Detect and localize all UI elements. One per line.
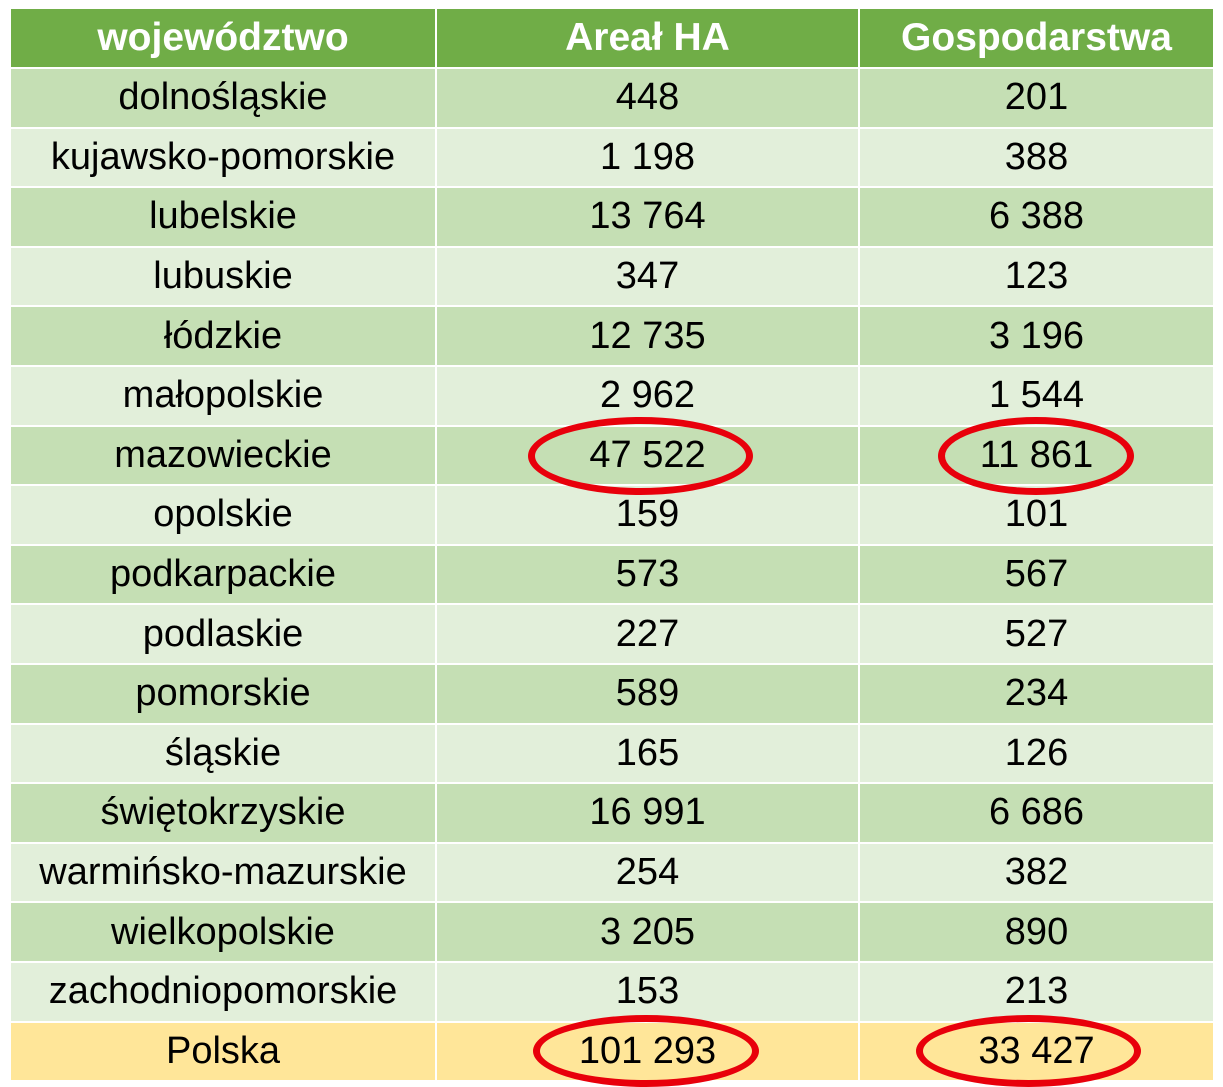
area-cell-highlighted: 47 522 bbox=[436, 425, 860, 487]
farms-cell: 6 388 bbox=[859, 187, 1213, 248]
total-label-cell: Polska bbox=[11, 1021, 437, 1083]
area-cell: 254 bbox=[436, 842, 860, 904]
area-cell: 573 bbox=[436, 544, 860, 606]
table-row: pomorskie 589 234 bbox=[11, 663, 1213, 725]
region-cell: mazowieckie bbox=[11, 425, 437, 487]
region-cell: łódzkie bbox=[11, 306, 437, 367]
data-table: województwo Areał HA Gospodarstwa dolnoś… bbox=[11, 9, 1213, 1083]
table-row: małopolskie 2 962 1 544 bbox=[11, 365, 1213, 427]
farms-cell: 382 bbox=[859, 842, 1213, 904]
table-row: lubuskie 347 123 bbox=[11, 246, 1213, 308]
total-row: Polska 101 293 33 427 bbox=[11, 1021, 1213, 1083]
header-row: województwo Areał HA Gospodarstwa bbox=[11, 9, 1213, 69]
region-cell: lubuskie bbox=[11, 246, 437, 308]
farms-cell: 1 544 bbox=[859, 365, 1213, 427]
area-cell: 448 bbox=[436, 68, 860, 129]
region-cell: zachodniopomorskie bbox=[11, 961, 437, 1023]
total-area-cell: 101 293 bbox=[436, 1021, 860, 1083]
region-cell: lubelskie bbox=[11, 187, 437, 248]
table-row: śląskie 165 126 bbox=[11, 723, 1213, 785]
region-cell: wielkopolskie bbox=[11, 902, 437, 963]
area-cell: 13 764 bbox=[436, 187, 860, 248]
area-cell: 589 bbox=[436, 663, 860, 725]
area-cell: 153 bbox=[436, 961, 860, 1023]
farms-cell: 101 bbox=[859, 485, 1213, 546]
farms-cell: 527 bbox=[859, 604, 1213, 665]
region-cell: warmińsko-mazurskie bbox=[11, 842, 437, 904]
total-farms-cell: 33 427 bbox=[859, 1021, 1213, 1083]
header-cell-areal: Areał HA bbox=[436, 9, 860, 69]
area-cell: 227 bbox=[436, 604, 860, 665]
area-cell: 347 bbox=[436, 246, 860, 308]
table-row: wielkopolskie 3 205 890 bbox=[11, 902, 1213, 963]
area-cell: 16 991 bbox=[436, 783, 860, 844]
table-row: warmińsko-mazurskie 254 382 bbox=[11, 842, 1213, 904]
area-cell: 1 198 bbox=[436, 127, 860, 189]
table-row: świętokrzyskie 16 991 6 686 bbox=[11, 783, 1213, 844]
table-row: podkarpackie 573 567 bbox=[11, 544, 1213, 606]
region-cell: kujawsko-pomorskie bbox=[11, 127, 437, 189]
farms-cell-highlighted: 11 861 bbox=[859, 425, 1213, 487]
area-cell: 3 205 bbox=[436, 902, 860, 963]
region-cell: podkarpackie bbox=[11, 544, 437, 606]
area-cell: 2 962 bbox=[436, 365, 860, 427]
region-cell: pomorskie bbox=[11, 663, 437, 725]
farms-cell: 567 bbox=[859, 544, 1213, 606]
area-cell: 159 bbox=[436, 485, 860, 546]
farms-cell: 890 bbox=[859, 902, 1213, 963]
table-row: łódzkie 12 735 3 196 bbox=[11, 306, 1213, 367]
farms-cell: 123 bbox=[859, 246, 1213, 308]
table-row: podlaskie 227 527 bbox=[11, 604, 1213, 665]
header-cell-wojewodztwo: województwo bbox=[11, 9, 437, 69]
table-row: zachodniopomorskie 153 213 bbox=[11, 961, 1213, 1023]
farms-cell: 213 bbox=[859, 961, 1213, 1023]
region-cell: świętokrzyskie bbox=[11, 783, 437, 844]
table-row: dolnośląskie 448 201 bbox=[11, 68, 1213, 129]
table-row: opolskie 159 101 bbox=[11, 485, 1213, 546]
farms-cell: 234 bbox=[859, 663, 1213, 725]
region-cell: śląskie bbox=[11, 723, 437, 785]
table-row: lubelskie 13 764 6 388 bbox=[11, 187, 1213, 248]
table-row: mazowieckie 47 522 11 861 bbox=[11, 425, 1213, 487]
region-cell: podlaskie bbox=[11, 604, 437, 665]
table-row: kujawsko-pomorskie 1 198 388 bbox=[11, 127, 1213, 189]
farms-cell: 201 bbox=[859, 68, 1213, 129]
header-cell-gospodarstwa: Gospodarstwa bbox=[859, 9, 1213, 69]
area-cell: 12 735 bbox=[436, 306, 860, 367]
area-cell: 165 bbox=[436, 723, 860, 785]
farms-cell: 126 bbox=[859, 723, 1213, 785]
region-cell: dolnośląskie bbox=[11, 68, 437, 129]
farms-cell: 3 196 bbox=[859, 306, 1213, 367]
region-cell: małopolskie bbox=[11, 365, 437, 427]
region-cell: opolskie bbox=[11, 485, 437, 546]
farms-cell: 388 bbox=[859, 127, 1213, 189]
farms-cell: 6 686 bbox=[859, 783, 1213, 844]
